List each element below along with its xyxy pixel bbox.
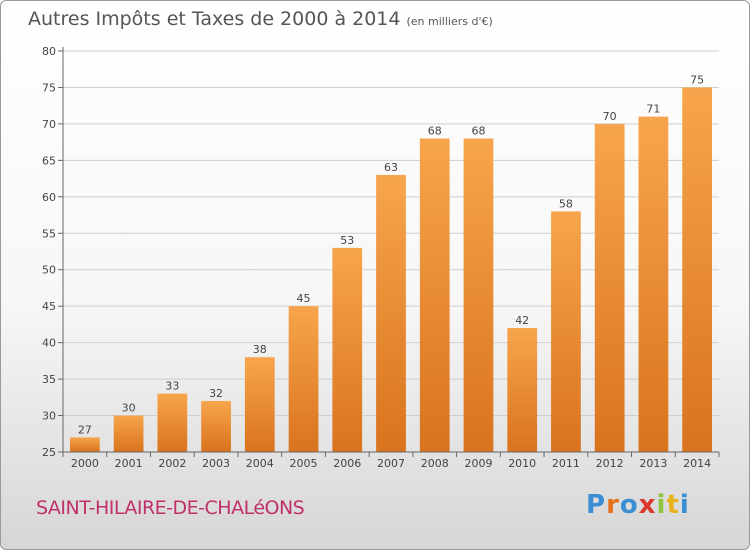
- bar: [376, 174, 406, 453]
- logo-letter: P: [586, 490, 607, 520]
- city-name: SAINT-HILAIRE-DE-CHALéONS: [36, 497, 305, 519]
- logo-letter: x: [638, 490, 657, 520]
- x-tick-label: 2008: [421, 457, 449, 470]
- bar: [288, 306, 319, 452]
- data-label: 75: [690, 73, 704, 86]
- bar: [332, 247, 363, 452]
- bar: [201, 400, 231, 452]
- logo-letter: o: [619, 490, 639, 520]
- data-label: 27: [78, 423, 92, 436]
- x-tick-label: 2014: [683, 457, 711, 470]
- data-label: 70: [603, 110, 617, 123]
- bar: [244, 357, 275, 452]
- x-tick-label: 2009: [464, 457, 492, 470]
- bar: [507, 328, 538, 452]
- data-label: 42: [515, 314, 529, 327]
- y-tick-label: 30: [42, 410, 56, 423]
- bar: [594, 123, 625, 452]
- bar: [157, 393, 188, 452]
- data-label: 33: [165, 380, 179, 393]
- x-tick-label: 2001: [115, 457, 143, 470]
- y-tick-label: 50: [42, 264, 56, 277]
- y-tick-label: 80: [42, 45, 56, 58]
- x-tick-label: 2012: [596, 457, 624, 470]
- x-tick-label: 2005: [290, 457, 318, 470]
- proxiti-logo: Proxiti: [586, 490, 690, 520]
- y-tick-label: 45: [42, 300, 56, 313]
- chart-title: Autres Impôts et Taxes de 2000 à 2014 (en…: [28, 8, 493, 30]
- data-label: 68: [428, 124, 442, 137]
- bar: [463, 138, 494, 452]
- y-tick-label: 60: [42, 191, 56, 204]
- chart-subtitle: (en milliers d'€): [406, 15, 493, 28]
- logo-letter: t: [666, 490, 680, 520]
- x-tick-label: 2013: [639, 457, 667, 470]
- x-tick-label: 2010: [508, 457, 536, 470]
- data-label: 68: [471, 124, 485, 137]
- y-tick-label: 75: [42, 81, 56, 94]
- data-label: 53: [340, 234, 354, 247]
- bar: [69, 437, 100, 452]
- data-label: 63: [384, 161, 398, 174]
- bar: [551, 211, 581, 452]
- x-tick-label: 2006: [333, 457, 361, 470]
- bar: [638, 116, 669, 453]
- bar: [419, 138, 450, 452]
- x-tick-label: 2000: [71, 457, 99, 470]
- data-label: 58: [559, 197, 573, 210]
- x-tick-label: 2004: [246, 457, 274, 470]
- logo-letter: i: [656, 490, 667, 520]
- bar: [113, 415, 144, 452]
- x-tick-label: 2003: [202, 457, 230, 470]
- data-label: 32: [209, 387, 223, 400]
- data-label: 38: [253, 343, 267, 356]
- x-tick-label: 2007: [377, 457, 405, 470]
- y-tick-label: 25: [42, 446, 56, 459]
- data-label: 45: [297, 292, 311, 305]
- bars: 27 30 33 32 38 45 53 63 68 68 42 58 70 71 75: [69, 73, 713, 453]
- axes: 25 30 35 40 45 50 55 60 65 70 75 80 2000 2001 2002 2003…: [42, 45, 720, 470]
- logo-letter: i: [679, 490, 690, 520]
- y-tick-label: 65: [42, 154, 56, 167]
- x-tick-label: 2002: [158, 457, 186, 470]
- chart-title-text: Autres Impôts et Taxes de 2000 à 2014: [28, 8, 401, 30]
- y-tick-label: 40: [42, 337, 56, 350]
- data-label: 30: [122, 402, 136, 415]
- y-tick-label: 70: [42, 118, 56, 131]
- x-tick-label: 2011: [552, 457, 580, 470]
- y-tick-label: 35: [42, 373, 56, 386]
- bar: [682, 87, 713, 453]
- y-tick-label: 55: [42, 227, 56, 240]
- logo-letter: r: [606, 490, 620, 520]
- data-label: 71: [646, 103, 660, 116]
